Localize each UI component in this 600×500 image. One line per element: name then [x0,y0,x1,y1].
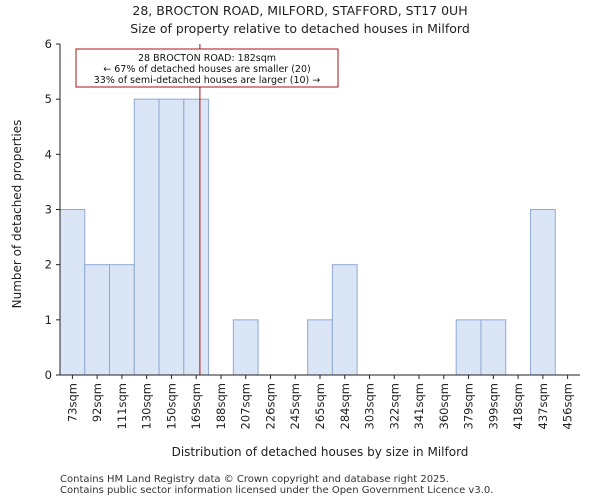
x-tick-label: 150sqm [164,383,178,429]
x-tick-label: 399sqm [486,383,500,429]
x-tick-label: 456sqm [561,383,575,429]
x-tick-label: 360sqm [437,383,451,429]
y-tick-label: 2 [45,258,52,272]
bar-284sqm [331,264,358,376]
bar-73sqm [59,209,86,376]
y-tick-label: 5 [45,92,52,106]
x-tick-label: 265sqm [313,383,327,429]
x-tick-label: 437sqm [536,383,550,429]
bar-169sqm [183,98,210,376]
bar-379sqm [455,319,482,376]
x-tick-label: 418sqm [511,383,525,429]
x-tick-label: 284sqm [338,383,352,429]
x-tick-label: 341sqm [412,383,426,429]
x-tick-label: 207sqm [239,383,253,429]
axes-group: 0 1 2 3 4 5 6 73sqm 92sqm 111sqm 130sqm 150sqm 169sq… [45,37,580,429]
bar-207sqm [232,319,259,376]
x-tick-label: 92sqm [90,383,104,422]
x-tick-label: 111sqm [115,383,129,429]
x-tick-label: 73sqm [65,383,79,422]
x-tick-label: 130sqm [140,383,154,429]
annotation-line-2: ← 67% of detached houses are smaller (20… [103,64,310,75]
bar-130sqm [133,98,160,376]
bar-92sqm [84,264,111,376]
x-tick-label: 322sqm [387,383,401,429]
y-axis-label: Number of detached properties [10,119,24,309]
y-tick-label: 4 [45,147,52,161]
x-tick-label: 245sqm [288,383,302,429]
x-tick-label: 188sqm [214,383,228,429]
chart-subtitle: Size of property relative to detached ho… [130,21,470,36]
y-tick-label: 3 [45,203,52,217]
bar-150sqm [158,98,185,376]
bar-437sqm [529,209,556,376]
annotation-box: 28 BROCTON ROAD: 182sqm ← 67% of detache… [75,48,339,88]
y-tick-label: 6 [45,37,52,51]
y-tick-label: 1 [45,313,52,327]
x-tick-label: 226sqm [263,383,277,429]
x-axis-label: Distribution of detached houses by size … [171,445,469,459]
footer-line-2: Contains public sector information licen… [60,485,494,496]
chart-title: 28, BROCTON ROAD, MILFORD, STAFFORD, ST1… [132,3,468,18]
bars-group [59,98,556,376]
annotation-line-3: 33% of semi-detached houses are larger (… [94,75,321,86]
x-tick-label: 169sqm [189,383,203,429]
bar-399sqm [480,319,507,376]
bar-265sqm [307,319,333,376]
annotation-frame [75,48,339,88]
x-tick-label: 379sqm [462,383,476,429]
annotation-line-1: 28 BROCTON ROAD: 182sqm [138,53,276,64]
bar-111sqm [109,264,135,376]
footer-line-1: Contains HM Land Registry data © Crown c… [60,474,449,485]
x-tick-label: 303sqm [363,383,377,429]
y-tick-label: 0 [45,368,52,382]
